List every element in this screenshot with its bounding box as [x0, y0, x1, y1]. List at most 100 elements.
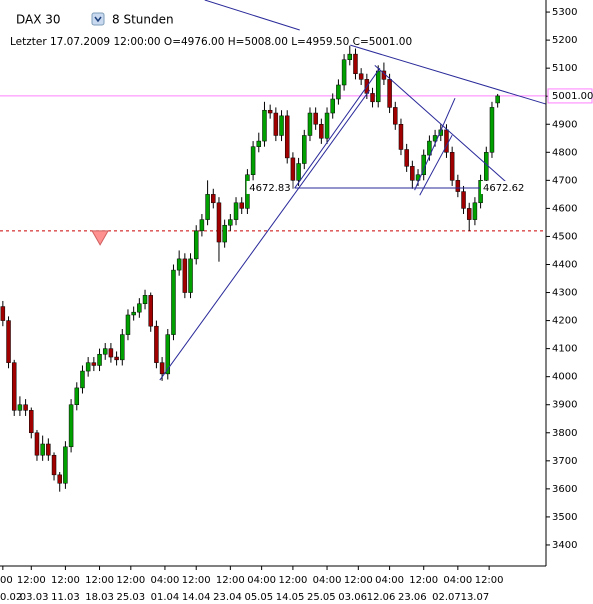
candle-body	[449, 152, 455, 181]
x-tick-label: 04:00	[443, 575, 472, 586]
candle-body	[410, 166, 415, 181]
candle-body	[176, 258, 182, 271]
x-tick-label: 12:00	[475, 575, 504, 586]
x-tick-label: 12:00	[344, 575, 373, 586]
candle-body	[182, 258, 188, 293]
candle-body	[279, 115, 284, 136]
x-tick-label: 12:00	[182, 575, 211, 586]
candle-body	[74, 387, 80, 405]
candle-body	[11, 362, 17, 411]
x-date-label: 25.05	[307, 592, 336, 603]
last-quote: Letzter 17.07.2009 12:00:00 O=4976.00 H=…	[10, 36, 412, 48]
candle-body	[398, 124, 404, 150]
x-date-label: 11.03	[51, 592, 80, 603]
candle-body	[108, 348, 114, 358]
candle-body	[427, 140, 432, 156]
x-tick-label: 04:00	[151, 575, 180, 586]
candle-body	[290, 157, 296, 181]
instrument: DAX 30	[16, 13, 61, 27]
candle-body	[284, 115, 290, 159]
x-date-label: 01.04	[151, 592, 180, 603]
x-date-label: 03.03	[20, 592, 49, 603]
trend-line	[414, 97, 456, 191]
candle-body	[205, 194, 210, 220]
candle-body	[404, 149, 409, 167]
candle-body	[393, 107, 398, 125]
candle-body	[370, 93, 375, 103]
x-tick-label: 04:00	[247, 575, 276, 586]
candle-body	[484, 152, 489, 181]
x-tick-label: 12:00	[278, 575, 307, 586]
candle-body	[239, 202, 244, 209]
candle-body	[455, 180, 461, 192]
candle-body	[358, 73, 364, 80]
x-date-label: 05.05	[244, 592, 273, 603]
candle-body	[199, 219, 205, 232]
candle-body	[313, 112, 318, 125]
candle-body	[256, 140, 262, 147]
y-tick-label: 4200	[552, 316, 577, 327]
x-tick-label: 12:00	[85, 575, 114, 586]
y-tick-label: 4600	[552, 203, 577, 214]
candle-body	[211, 194, 216, 204]
candle-body	[148, 295, 153, 327]
period[interactable]: 8 Stunden	[112, 13, 174, 27]
level-label-bg	[246, 180, 293, 194]
candle-body	[114, 356, 119, 361]
candle-body	[330, 98, 335, 114]
y-tick-label: 4400	[552, 259, 577, 270]
y-tick-label: 4100	[552, 344, 577, 355]
trend-line	[294, 67, 381, 189]
y-tick-label: 3900	[552, 400, 577, 411]
candle-body	[341, 59, 347, 86]
x-tick-label: 04:00	[313, 575, 342, 586]
plot-area: 4672.83 4672.62	[0, 0, 547, 492]
y-tick-label: 3400	[552, 540, 577, 551]
candle-body	[387, 79, 392, 108]
x-date-label: 03.06	[338, 592, 367, 603]
candle-body	[120, 334, 125, 361]
candle-body	[250, 146, 256, 175]
x-date-label: 0.02	[0, 592, 22, 603]
x-date-label: 14.05	[276, 592, 305, 603]
candle-body	[302, 135, 307, 164]
period-dropdown[interactable]	[91, 12, 105, 26]
candle-body	[336, 84, 341, 100]
candle-body	[188, 258, 193, 293]
y-tick-label: 3600	[552, 484, 577, 495]
y-tick-label: 5200	[552, 35, 577, 46]
y-tick-label: 5300	[552, 7, 577, 18]
candle-body	[319, 124, 324, 139]
candle-body	[347, 53, 353, 60]
candle-body	[40, 443, 45, 456]
y-tick-label: 4900	[552, 119, 577, 130]
candle-body	[307, 112, 313, 136]
candle-body	[353, 53, 358, 75]
candle-body	[273, 112, 279, 136]
y-tick-label: 4000	[552, 372, 577, 383]
candle-body	[97, 353, 102, 366]
x-date-label: 14.04	[182, 592, 211, 603]
candle-body	[6, 320, 11, 363]
trend-line	[159, 89, 371, 381]
candle-body	[68, 404, 74, 448]
dropdown-arrow	[94, 16, 102, 23]
x-tick-label: 12:00	[51, 575, 80, 586]
candle-body	[23, 404, 28, 411]
x-tick-label: 04:00	[375, 575, 404, 586]
y-tick-label: 3500	[552, 512, 577, 523]
candle-body	[171, 269, 176, 335]
candle-body	[262, 109, 267, 142]
level-label: 4672.62	[483, 183, 524, 194]
candle-body	[154, 325, 159, 363]
x-tick-label: 00	[0, 575, 13, 586]
candle-body	[165, 334, 171, 375]
x-date-label: 18.03	[85, 592, 114, 603]
candle-body	[131, 311, 136, 316]
candle-body	[233, 202, 239, 220]
x-tick-label: 12:00	[17, 575, 46, 586]
candle-body	[495, 95, 500, 104]
x-date-label: 12.06	[367, 592, 396, 603]
